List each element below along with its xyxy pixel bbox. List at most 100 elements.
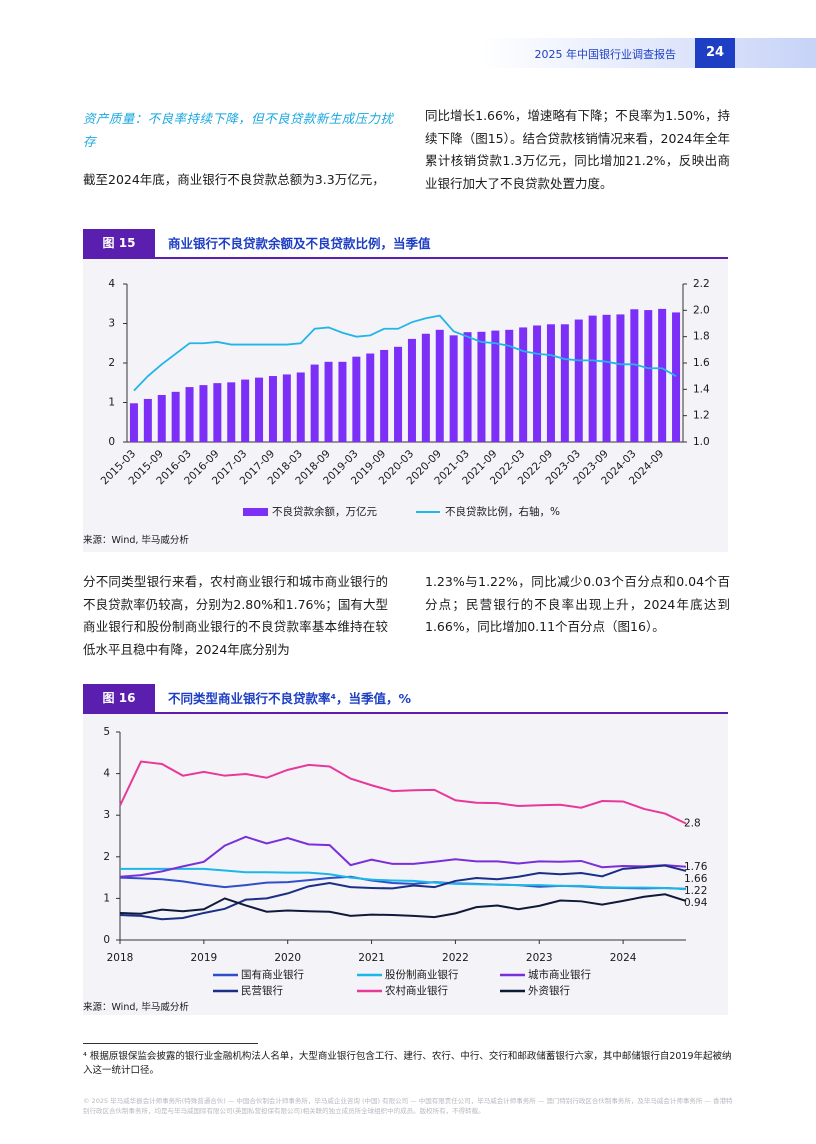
figure-rule xyxy=(83,712,728,714)
data-label: 1.66 xyxy=(684,873,708,885)
x-tick-label: 2018 xyxy=(107,952,134,964)
bar xyxy=(505,329,514,442)
data-label: 1.76 xyxy=(684,861,708,873)
bar xyxy=(560,324,569,442)
header-band xyxy=(480,38,816,68)
legend-label: 农村商业银行 xyxy=(385,984,448,997)
x-tick-label: 2024 xyxy=(610,952,637,964)
line xyxy=(119,864,687,921)
bar xyxy=(672,312,681,442)
y2-tick-label: 1.4 xyxy=(693,383,710,395)
bar xyxy=(588,315,597,442)
bar xyxy=(296,372,305,442)
data-label: 2.8 xyxy=(684,818,701,830)
y-tick-label: 0 xyxy=(103,934,110,946)
x-tick-label: 2022 xyxy=(442,952,469,964)
figure-label: 图 16 xyxy=(83,684,155,713)
y-tick-label: 0 xyxy=(108,436,115,448)
bar xyxy=(324,361,333,442)
legend-label: 外资银行 xyxy=(528,984,570,997)
bar xyxy=(519,327,528,442)
paragraph: 截至2024年底，商业银行不良贷款总额为3.3万亿元， xyxy=(83,172,385,187)
report-title: 2025 年中国银行业调查报告 xyxy=(534,48,677,61)
figure-label: 图 15 xyxy=(83,229,155,258)
y2-tick-label: 1.0 xyxy=(693,436,710,448)
x-tick-label: 2019 xyxy=(190,952,217,964)
source: 来源：Wind, 毕马威分析 xyxy=(83,1002,189,1013)
paragraph: 1.23%与1.22%，同比减少0.03个百分点和0.04个百分点；民营银行的不… xyxy=(425,574,730,634)
y2-tick-label: 2.2 xyxy=(693,278,710,290)
bar xyxy=(449,335,458,442)
bar xyxy=(185,387,194,442)
bar xyxy=(421,333,430,442)
page-number: 24 xyxy=(695,38,735,68)
y-tick-label: 4 xyxy=(108,278,115,290)
y-tick-label: 2 xyxy=(103,851,110,863)
bar xyxy=(268,376,277,442)
bar xyxy=(199,385,208,442)
paragraph: 同比增长1.66%，增速略有下降；不良率为1.50%，持续下降（图15）。结合贷… xyxy=(425,108,730,191)
x-tick-label: 2023 xyxy=(526,952,553,964)
bar xyxy=(241,379,250,442)
bar xyxy=(491,330,500,442)
y-tick-label: 1 xyxy=(103,892,110,904)
footnote-rule xyxy=(83,1043,258,1044)
figure-title: 商业银行不良贷款余额及不良贷款比例，当季值 xyxy=(168,236,431,251)
data-label: 1.22 xyxy=(684,885,707,897)
y2-tick-label: 1.8 xyxy=(693,331,710,343)
bar xyxy=(366,353,375,442)
legend-label: 民营银行 xyxy=(241,984,283,997)
legend-label: 不良贷款比例，右轴，% xyxy=(445,505,560,518)
bar xyxy=(380,349,389,442)
y2-tick-label: 2.0 xyxy=(693,304,710,316)
text-column: 资产质量：不良率持续下降，但不良贷款新生成压力扰存 截至2024年底，商业银行不… xyxy=(83,108,393,192)
bar xyxy=(171,391,180,442)
section-heading: 资产质量：不良率持续下降，但不良贷款新生成压力扰存 xyxy=(83,111,393,149)
y-tick-label: 1 xyxy=(108,397,115,409)
bar xyxy=(644,310,653,442)
bar xyxy=(546,324,555,442)
bar xyxy=(227,382,236,442)
y2-tick-label: 1.6 xyxy=(693,357,710,369)
bar xyxy=(255,377,264,442)
x-tick-label: 2021 xyxy=(358,952,385,964)
bar xyxy=(574,319,583,442)
line xyxy=(119,893,687,919)
y2-tick-label: 1.2 xyxy=(693,410,710,422)
bar xyxy=(352,356,361,442)
bar xyxy=(463,332,472,442)
line xyxy=(133,314,677,392)
y-tick-label: 4 xyxy=(103,768,110,780)
footnote: ⁴ 根据原银保监会披露的银行业金融机构法人名单，大型商业银行包含工行、建行、农行… xyxy=(83,1051,732,1076)
bar xyxy=(616,314,625,442)
bar xyxy=(394,346,403,442)
bar xyxy=(129,403,138,442)
bar xyxy=(435,329,444,442)
copyright: © 2025 毕马威华振会计师事务所(特殊普通合伙) — 中国合伙制会计师事务所… xyxy=(83,1097,733,1115)
bar xyxy=(407,338,416,442)
bar xyxy=(602,314,611,442)
y-tick-label: 3 xyxy=(108,318,115,330)
bar xyxy=(658,308,667,442)
legend-swatch xyxy=(243,508,268,516)
bar xyxy=(213,383,222,442)
figure-rule xyxy=(83,257,728,259)
bar xyxy=(533,325,542,442)
bar xyxy=(338,361,347,442)
bar xyxy=(157,394,166,442)
legend-label: 不良贷款余额，万亿元 xyxy=(272,505,377,518)
legend-label: 国有商业银行 xyxy=(241,968,304,981)
x-tick-label: 2020 xyxy=(274,952,301,964)
line xyxy=(119,835,687,878)
paragraph: 分不同类型银行来看，农村商业银行和城市商业银行的不良贷款率仍较高，分别为2.80… xyxy=(83,574,388,657)
source: 来源：Wind, 毕马威分析 xyxy=(83,535,189,546)
figure-title: 不同类型商业银行不良贷款率⁴，当季值，% xyxy=(168,691,412,706)
bar xyxy=(310,364,319,442)
line xyxy=(119,760,687,825)
y-tick-label: 5 xyxy=(103,726,110,738)
y-tick-label: 3 xyxy=(103,809,110,821)
bar xyxy=(630,309,639,442)
data-label: 0.94 xyxy=(684,897,708,909)
